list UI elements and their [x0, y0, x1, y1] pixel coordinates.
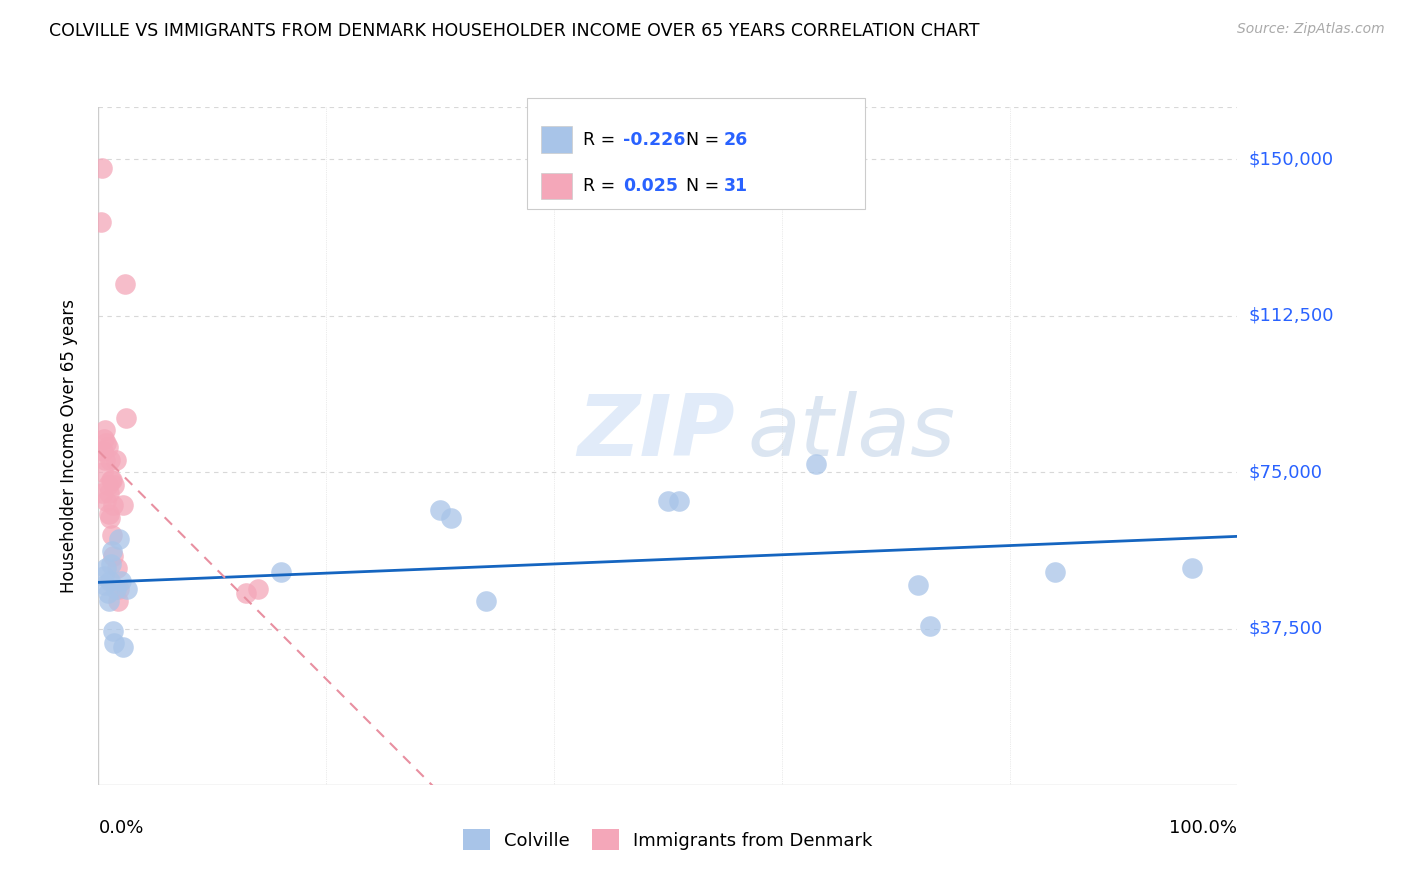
Point — [90, 486, 112, 500]
Point — [1043, 565, 1066, 579]
Text: 31: 31 — [724, 177, 748, 194]
Point — [110, 574, 132, 588]
Point — [103, 477, 125, 491]
Point — [246, 582, 269, 596]
Text: atlas: atlas — [748, 391, 956, 474]
Y-axis label: Householder Income Over 65 years: Householder Income Over 65 years — [59, 299, 77, 593]
Point — [918, 619, 941, 633]
Text: ZIP: ZIP — [576, 391, 734, 474]
Point — [94, 578, 117, 592]
Point — [108, 532, 131, 546]
Text: Source: ZipAtlas.com: Source: ZipAtlas.com — [1237, 22, 1385, 37]
Point — [103, 624, 125, 638]
Point — [1181, 561, 1204, 575]
Point — [97, 507, 120, 521]
Point — [474, 594, 496, 608]
Point — [94, 452, 117, 467]
Point — [107, 594, 129, 608]
Text: 100.0%: 100.0% — [1170, 819, 1237, 837]
Point — [104, 452, 127, 467]
Text: COLVILLE VS IMMIGRANTS FROM DENMARK HOUSEHOLDER INCOME OVER 65 YEARS CORRELATION: COLVILLE VS IMMIGRANTS FROM DENMARK HOUS… — [49, 22, 980, 40]
Point — [90, 215, 112, 229]
Point — [112, 499, 135, 513]
Point — [91, 465, 114, 479]
Point — [429, 502, 451, 516]
Point — [668, 494, 690, 508]
Point — [235, 586, 257, 600]
Point — [100, 474, 122, 488]
Text: $150,000: $150,000 — [1249, 150, 1333, 169]
Point — [657, 494, 679, 508]
Point — [907, 578, 929, 592]
Text: $112,500: $112,500 — [1249, 307, 1334, 325]
Text: $37,500: $37,500 — [1249, 620, 1323, 638]
Point — [114, 410, 136, 425]
Text: -0.226: -0.226 — [623, 130, 685, 148]
Point — [96, 494, 118, 508]
Point — [804, 457, 827, 471]
Text: N =: N = — [675, 177, 724, 194]
Point — [114, 277, 136, 292]
Text: 26: 26 — [724, 130, 748, 148]
Point — [96, 586, 118, 600]
Point — [112, 640, 135, 655]
Point — [96, 477, 118, 491]
Point — [93, 569, 115, 583]
Point — [97, 486, 120, 500]
Point — [98, 574, 121, 588]
Text: 0.025: 0.025 — [623, 177, 678, 194]
Point — [115, 582, 138, 596]
Point — [96, 561, 118, 575]
Point — [100, 557, 122, 571]
Point — [101, 527, 124, 541]
Point — [105, 561, 128, 575]
Point — [101, 544, 124, 558]
Text: $75,000: $75,000 — [1249, 463, 1323, 481]
Point — [101, 474, 124, 488]
Text: R =: R = — [583, 130, 621, 148]
Point — [98, 511, 121, 525]
Text: N =: N = — [675, 130, 724, 148]
Point — [103, 549, 125, 563]
Point — [96, 440, 118, 454]
Point — [96, 435, 118, 450]
Point — [440, 511, 463, 525]
Point — [270, 565, 292, 579]
Point — [98, 452, 121, 467]
Text: R =: R = — [583, 177, 621, 194]
Point — [103, 636, 125, 650]
Point — [93, 432, 115, 446]
Point — [108, 582, 131, 596]
Point — [91, 444, 114, 458]
Legend: Colville, Immigrants from Denmark: Colville, Immigrants from Denmark — [456, 822, 880, 857]
Point — [97, 594, 120, 608]
Point — [94, 423, 117, 437]
Text: 0.0%: 0.0% — [98, 819, 143, 837]
Point — [104, 582, 127, 596]
Point — [90, 161, 112, 175]
Point — [103, 499, 125, 513]
